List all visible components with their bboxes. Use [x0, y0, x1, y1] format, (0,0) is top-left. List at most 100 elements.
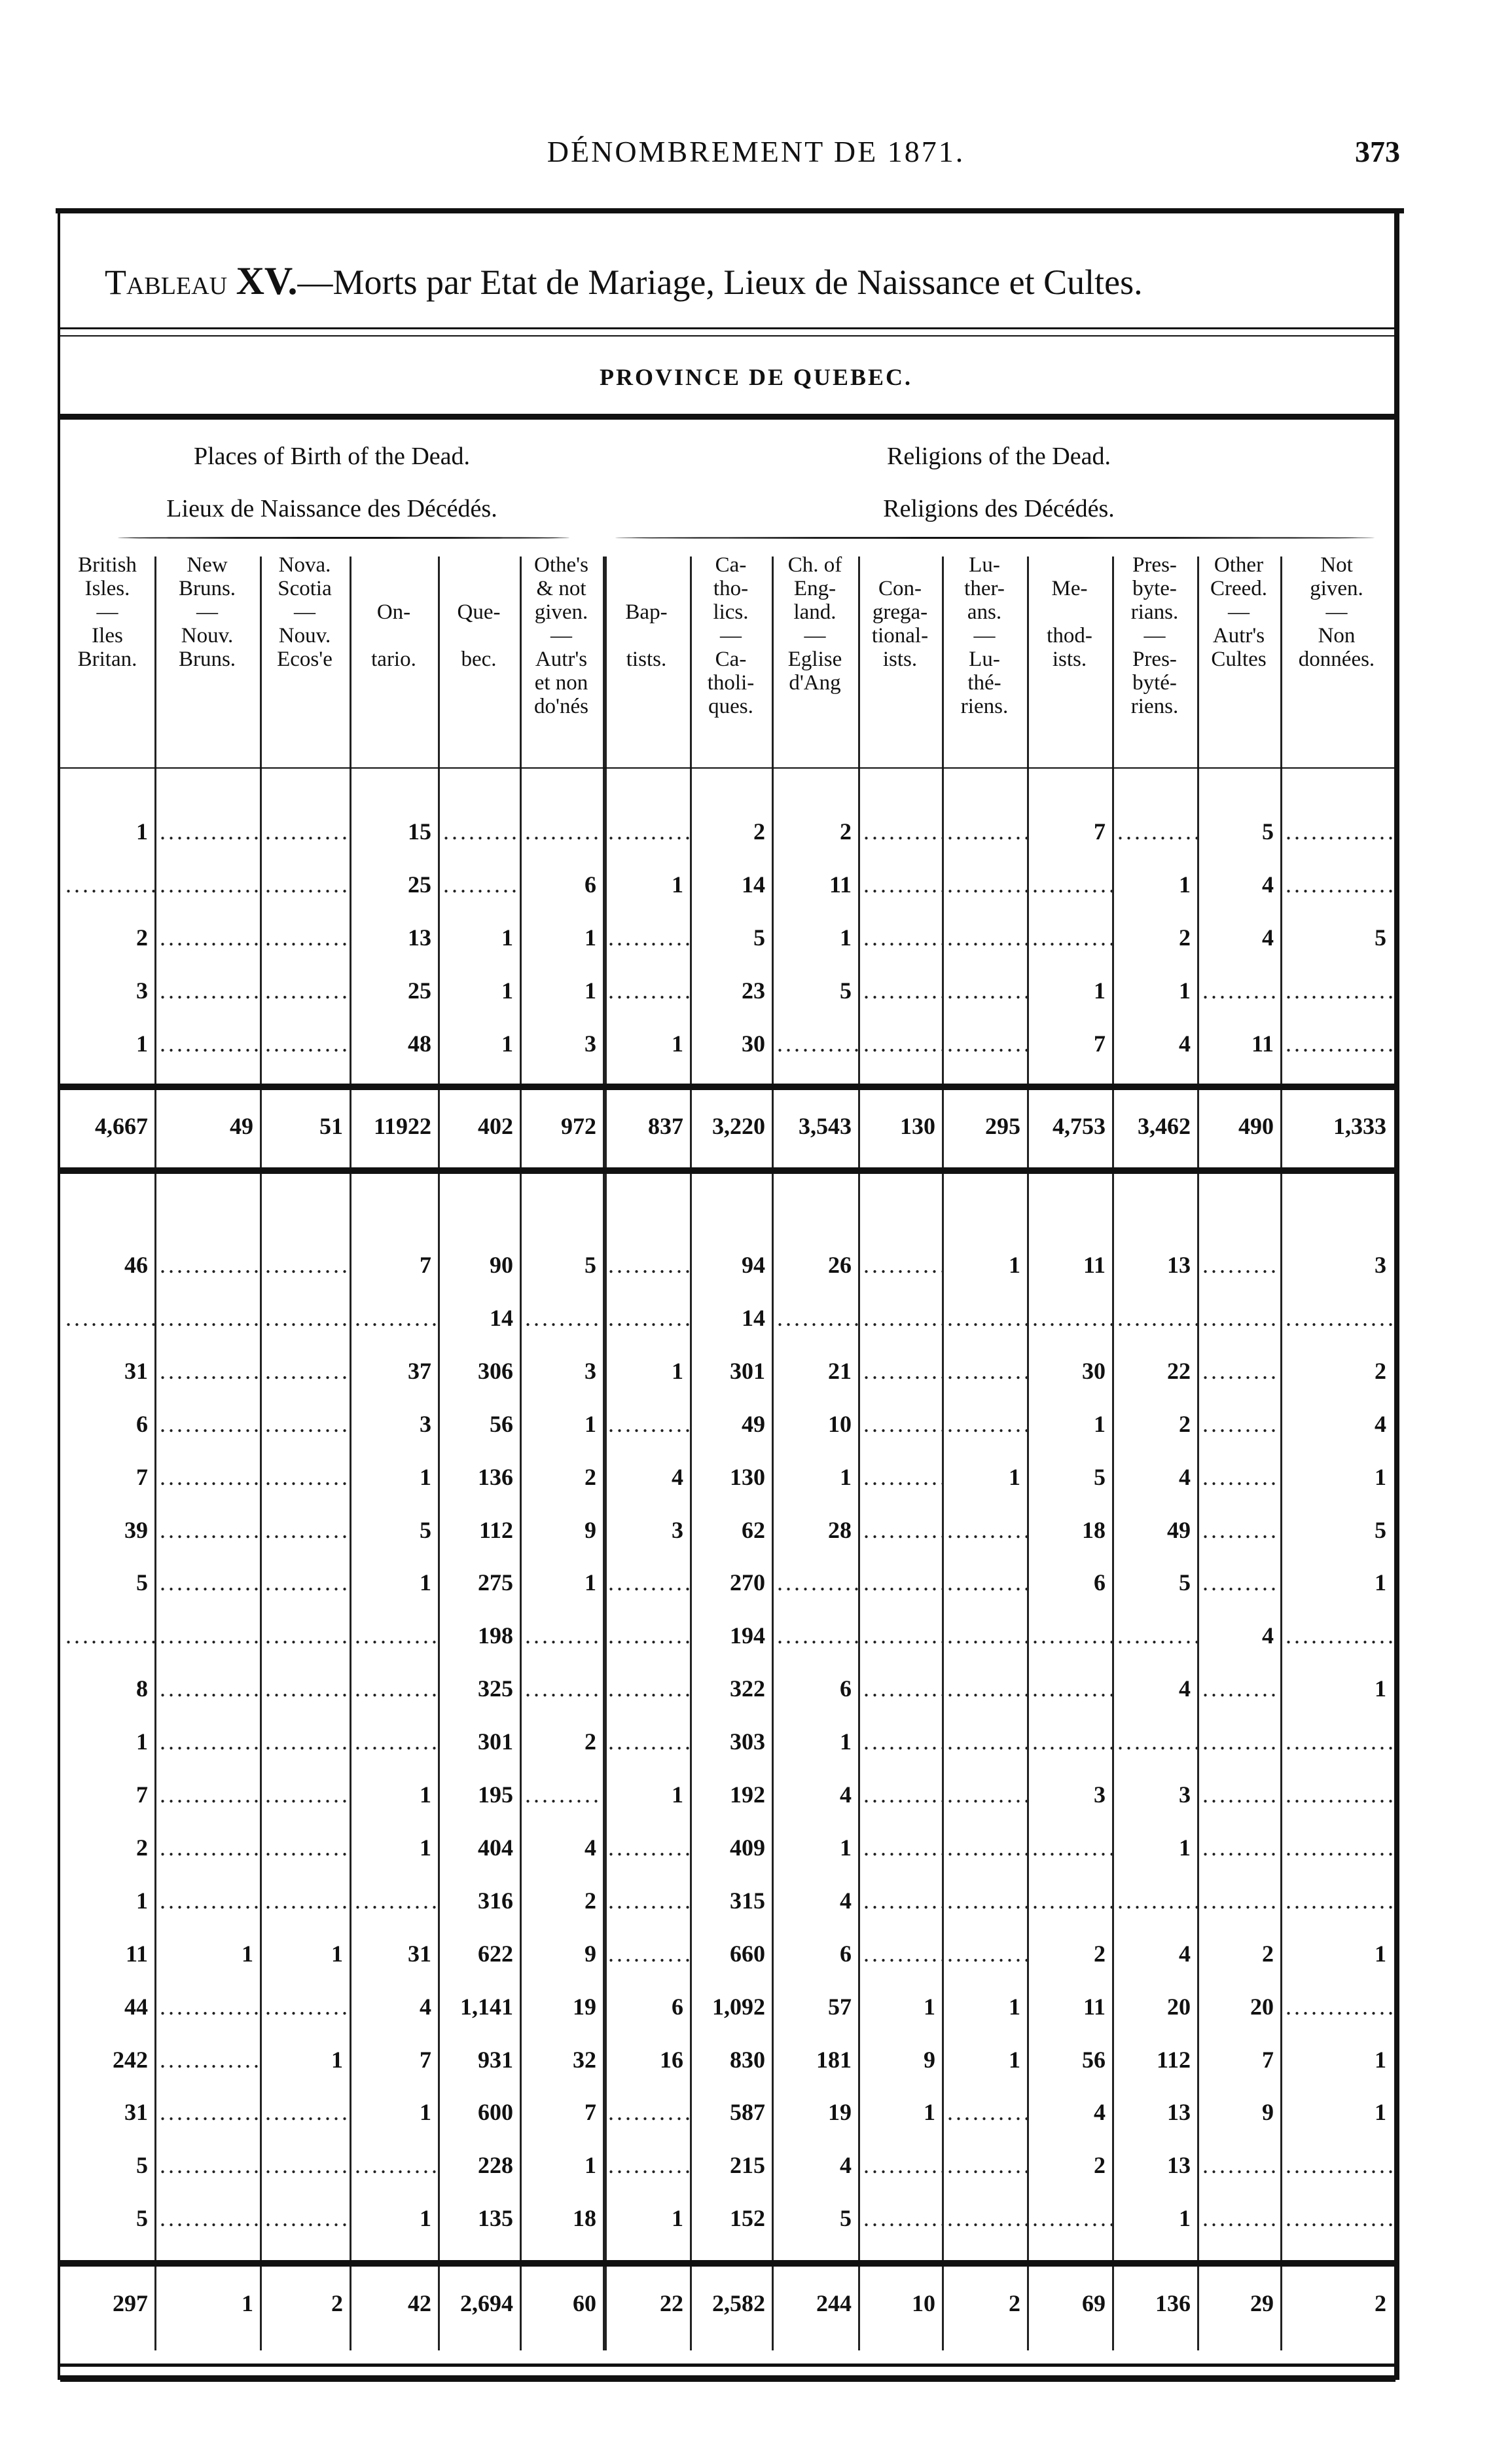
leader-dots — [858, 1563, 942, 1602]
table-cell: 1 — [840, 1728, 852, 1755]
leader-dots — [1280, 2199, 1393, 2238]
leader-dots — [603, 1722, 690, 1761]
leader-dots — [858, 1881, 942, 1920]
leader-dots — [260, 1351, 350, 1391]
leader-dots — [154, 1404, 260, 1444]
leader-dots — [603, 1298, 690, 1338]
column-divider — [438, 557, 440, 2350]
total-cell: 3,462 — [1138, 1113, 1191, 1139]
table-cell: 13 — [408, 924, 431, 951]
table-cell: 49 — [742, 1410, 765, 1437]
table-cell: 19 — [573, 1993, 596, 2020]
leader-dots — [603, 1404, 690, 1444]
leader-dots — [154, 1987, 260, 2026]
table-cell: 1 — [1375, 1569, 1386, 1596]
column-header: Nova. Scotia — Nouv. Ecos'e — [277, 553, 333, 671]
table-cell: 44 — [124, 1993, 148, 2020]
table-cell: 3 — [585, 1357, 596, 1384]
leader-dots — [858, 1775, 942, 1814]
leader-dots — [260, 918, 350, 957]
total-cell: 297 — [113, 2290, 148, 2316]
table-cell: 13 — [1167, 2099, 1191, 2126]
leader-dots — [1197, 1404, 1280, 1444]
table-cell: 2 — [136, 1834, 148, 1861]
column-header: Lu- ther- ans. — Lu- thé- riens. — [960, 553, 1009, 718]
table-cell: 1 — [585, 1569, 596, 1596]
table-cell: 23 — [742, 977, 765, 1004]
table-cell: 37 — [408, 1357, 431, 1384]
table-cell: 11 — [829, 871, 852, 898]
total-cell: 837 — [648, 1113, 683, 1139]
leader-dots — [858, 1934, 942, 1973]
table-cell: 1 — [501, 1031, 513, 1057]
leader-dots — [1197, 1510, 1280, 1550]
leader-dots — [942, 1934, 1027, 1973]
table-cell: 3 — [1375, 1252, 1386, 1278]
table-cell: 1 — [1375, 1940, 1386, 1967]
table-cell: 6 — [1094, 1569, 1106, 1596]
table-cell: 30 — [1082, 1357, 1106, 1384]
leader-dots — [858, 1404, 942, 1444]
table-cell: 2 — [1179, 924, 1191, 951]
table-cell: 11 — [1083, 1993, 1106, 2020]
leader-dots — [858, 1722, 942, 1761]
total-rule — [60, 1084, 1394, 1090]
total-cell: 11922 — [373, 1113, 431, 1139]
leader-dots — [858, 1616, 942, 1655]
table-cell: 20 — [1250, 1993, 1274, 2020]
total-cell: 2 — [331, 2290, 343, 2316]
table-cell: 3 — [136, 977, 148, 1004]
leader-dots — [1280, 1987, 1393, 2026]
table-cell: 1 — [1179, 977, 1191, 1004]
table-cell: 6 — [672, 1993, 683, 2020]
leader-dots — [858, 1828, 942, 1867]
table-cell: 404 — [478, 1834, 513, 1861]
leader-dots — [858, 1024, 942, 1063]
table-cell: 830 — [730, 2046, 765, 2073]
leader-dots — [942, 812, 1027, 851]
leader-dots — [1280, 865, 1393, 904]
leader-dots — [1280, 1775, 1393, 1814]
table-cell: 4 — [840, 2152, 852, 2179]
table-cell: 5 — [136, 2152, 148, 2179]
total-cell: 49 — [230, 1113, 253, 1139]
table-cell: 270 — [730, 1569, 765, 1596]
table-cell: 11 — [1251, 1031, 1274, 1057]
column-divider — [603, 557, 607, 2350]
table-cell: 31 — [124, 2099, 148, 2126]
leader-dots — [154, 971, 260, 1010]
table-cell: 1 — [331, 1940, 343, 1967]
leader-dots — [260, 1457, 350, 1497]
page-number: 373 — [1355, 135, 1400, 168]
leader-dots — [520, 1669, 603, 1708]
table-cell: 19 — [828, 2099, 852, 2126]
table-cell: 7 — [136, 1781, 148, 1808]
leader-dots — [520, 1775, 603, 1814]
column-header: Other Creed. — Autr's Cultes — [1210, 553, 1268, 671]
leader-dots — [154, 1563, 260, 1602]
table-cell: 1 — [585, 924, 596, 951]
province-heading: PROVINCE DE QUEBEC. — [599, 364, 913, 390]
table-cell: 1 — [924, 2099, 935, 2126]
religion-group-fr: Religions des Décédés. — [883, 495, 1115, 522]
table-cell: 48 — [408, 1031, 431, 1057]
title-rule-2 — [60, 335, 1394, 337]
table-cell: 5 — [136, 2205, 148, 2232]
table-cell: 11 — [125, 1940, 148, 1967]
leader-dots — [603, 2092, 690, 2132]
table-cell: 14 — [490, 1304, 513, 1331]
leader-dots — [154, 1775, 260, 1814]
table-cell: 7 — [420, 2046, 431, 2073]
leader-dots — [603, 971, 690, 1010]
table-cell: 130 — [730, 1463, 765, 1490]
total-cell: 1,333 — [1333, 1113, 1386, 1139]
leader-dots — [858, 1351, 942, 1391]
title-text: —Morts par Etat de Mariage, Lieux de Nai… — [297, 263, 1143, 302]
leader-dots — [154, 865, 260, 904]
table-cell: 4 — [1262, 1622, 1274, 1649]
leader-dots — [772, 1298, 858, 1338]
leader-dots — [154, 812, 260, 851]
leader-dots — [1280, 1722, 1393, 1761]
leader-dots — [858, 2199, 942, 2238]
table-cell: 5 — [840, 2205, 852, 2232]
